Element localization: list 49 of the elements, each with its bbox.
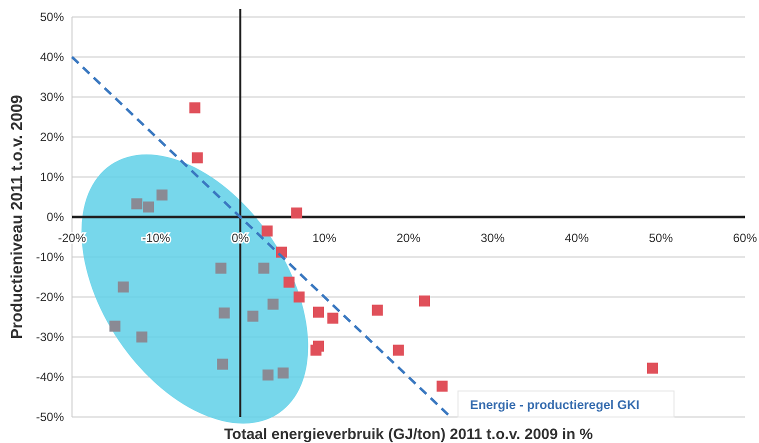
point	[268, 298, 279, 310]
point	[278, 368, 289, 378]
point	[327, 312, 338, 324]
point	[418, 296, 430, 306]
point	[217, 358, 228, 370]
point	[192, 152, 203, 164]
y-tick-label: 40%	[40, 50, 64, 64]
point	[284, 276, 295, 288]
point	[310, 344, 322, 356]
point	[372, 304, 383, 316]
y-tick-label: -30%	[36, 330, 64, 344]
point	[143, 202, 154, 212]
point	[131, 198, 142, 210]
point	[262, 370, 274, 380]
y-tick-label: 50%	[40, 10, 64, 24]
point	[392, 344, 404, 356]
point	[646, 362, 658, 374]
point	[247, 310, 258, 322]
y-tick-label: -20%	[36, 290, 64, 304]
point	[156, 190, 168, 200]
point	[258, 262, 270, 274]
point	[136, 332, 148, 342]
x-tick-label: 10%	[312, 231, 337, 245]
point	[312, 306, 324, 318]
y-tick-label: -40%	[36, 370, 64, 384]
y-tick-label: 30%	[40, 90, 64, 104]
annotation: Energie - productieregel GKI	[470, 398, 640, 412]
x-axis-title: Totaal energieverbruik (GJ/ton) 2011 t.o.v. 2009 in %	[224, 426, 593, 443]
point	[291, 208, 302, 218]
point	[218, 308, 230, 318]
point	[109, 320, 120, 332]
x-tick-label: 20%	[396, 231, 421, 245]
y-axis-title: Productieniveau 2011 t.o.v. 2009	[9, 94, 26, 340]
x-tick-label: -10%	[142, 231, 170, 245]
y-tick-label: 20%	[40, 130, 64, 144]
y-tick-label: 10%	[40, 170, 64, 184]
y-tick-label: -10%	[36, 250, 64, 264]
x-tick-label: 40%	[564, 231, 590, 245]
point	[118, 282, 129, 292]
point	[215, 262, 226, 274]
point	[436, 380, 448, 392]
x-tick-label: 60%	[732, 231, 758, 245]
point	[189, 102, 200, 114]
x-tick-label: 30%	[480, 231, 505, 245]
y-tick-label: 0%	[46, 210, 64, 224]
x-tick-label: 50%	[648, 231, 674, 245]
point	[294, 292, 305, 302]
point	[262, 226, 273, 236]
y-tick-label: -50%	[36, 410, 64, 424]
